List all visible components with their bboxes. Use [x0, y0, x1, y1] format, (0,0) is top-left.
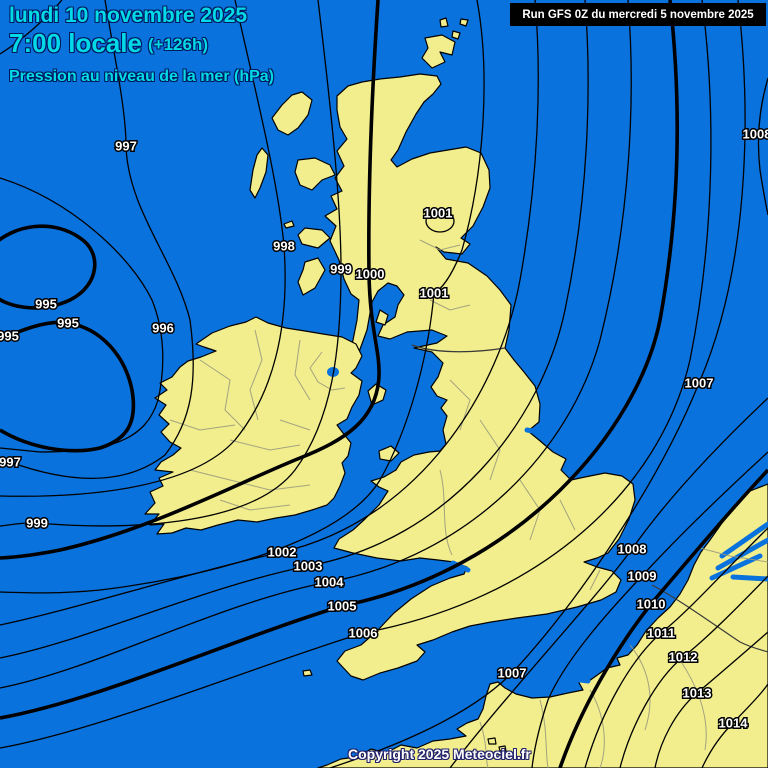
isobar-1001-line [0, 0, 485, 594]
orkney-main-island [421, 34, 456, 69]
pressure-label: 1007 [685, 376, 714, 391]
isobar-1004-line [0, 0, 632, 689]
mull-island [297, 227, 331, 249]
isobar-1002-line [0, 0, 539, 626]
parameter-title-text: Pression au niveau de la mer (hPa) [9, 68, 274, 85]
pressure-label: 998 [273, 239, 295, 254]
pressure-label: 997 [115, 139, 137, 154]
landmass-layer [144, 17, 768, 768]
belgium-netherlands-border [699, 547, 768, 563]
channel-island [498, 745, 507, 752]
northern-ireland-border [309, 351, 346, 391]
forecast-offset-text: (+126h) [148, 35, 208, 54]
seine-estuary [570, 676, 591, 684]
islay-jura-island [297, 257, 326, 296]
isobar-1006-line [0, 0, 712, 749]
irish-county-borders [169, 329, 311, 511]
arran-island [375, 309, 389, 326]
pressure-label: 1003 [294, 559, 323, 574]
orkney-islet [459, 18, 469, 27]
continent-landmass [317, 483, 768, 768]
skye-island [294, 157, 336, 191]
pressure-label: 995 [35, 297, 57, 312]
pressure-label: 1007 [498, 666, 527, 681]
isobar-1001-closed-line [425, 209, 455, 233]
isobar-996-line [0, 177, 164, 453]
isobar-1008-line [449, 397, 768, 768]
pressure-label: 1000 [356, 267, 385, 282]
westerschelde-inlet [730, 574, 768, 582]
isobar-1013-line [654, 631, 768, 768]
france-belgium-border [651, 584, 768, 653]
pressure-label: 999 [26, 516, 48, 531]
isobar-1005-line [0, 0, 679, 720]
forecast-time-text: 7:00 locale [9, 28, 142, 58]
isobar-999-line [0, 0, 342, 527]
pressure-label: 1001 [424, 206, 453, 221]
isobar-1007-line [329, 0, 746, 768]
isobar-1014-line [701, 683, 768, 768]
scotland-england-border [411, 344, 506, 353]
pressure-label: 1004 [315, 575, 345, 590]
orkney-islet [451, 30, 461, 40]
scheldt-estuary [719, 521, 768, 559]
pressure-label: 999 [330, 262, 352, 277]
isobar-996-north-line [0, 0, 63, 55]
scilly-isles [302, 669, 313, 677]
great-britain-landmass [324, 73, 636, 681]
forecast-date-text: lundi 10 novembre 2025 [9, 4, 248, 27]
pressure-label: 1014 [719, 716, 749, 731]
pressure-label: 1005 [328, 599, 357, 614]
isobar-1012-line [619, 575, 768, 768]
copyright-text: Copyright 2025 Meteociel.fr [348, 746, 531, 762]
isobar-1000-line [0, 0, 381, 560]
pressure-label: 995 [57, 316, 79, 331]
tiree-island [283, 220, 295, 229]
french-department-borders [479, 644, 707, 768]
isobar-998-line [0, 0, 286, 497]
pressure-label: 1001 [420, 286, 449, 301]
pressure-label: 1010 [637, 597, 666, 612]
isobar-995-closed-low-line [0, 224, 97, 310]
hebrides-uist-island [249, 147, 269, 199]
anglesey-island [378, 445, 400, 462]
isobar-1008-north-line [757, 77, 768, 216]
channel-island [487, 737, 497, 745]
isobar-1009-line [531, 451, 768, 768]
isobar-1011-line [584, 527, 768, 768]
isobar-1010-line [558, 468, 768, 768]
pressure-label: 1011 [647, 626, 675, 641]
model-run-badge: Run GFS 0Z du mercredi 5 novembre 2025 [510, 3, 766, 26]
isobar-1003-line [0, 0, 589, 659]
pressure-label: 1008 [618, 542, 647, 557]
pressure-label: 1009 [628, 569, 657, 584]
rhine-delta-estuary [715, 537, 768, 571]
pressure-label: 1013 [683, 686, 712, 701]
pressure-label: 996 [152, 321, 174, 336]
pressure-label: 1002 [268, 545, 297, 560]
pressure-label: 995 [0, 329, 19, 344]
orkney-islet [439, 17, 449, 28]
humber-estuary [524, 427, 542, 435]
hebrides-lewis-island [271, 91, 313, 136]
pressure-label: 1012 [669, 650, 698, 665]
isobar-995-outer-line [0, 320, 136, 453]
pressure-label: 1008 [743, 127, 768, 142]
scottish-region-borders [419, 239, 471, 311]
pressure-label: 1006 [349, 626, 378, 641]
isobar-997-line [0, 0, 194, 480]
pressure-label: 997 [0, 455, 21, 470]
ireland-landmass [144, 316, 363, 535]
